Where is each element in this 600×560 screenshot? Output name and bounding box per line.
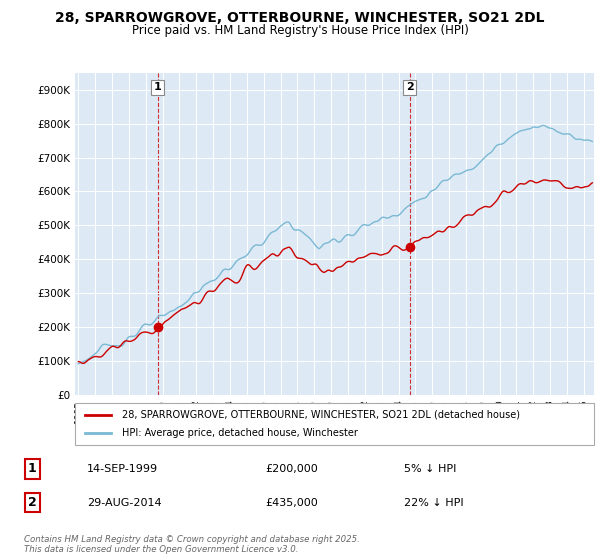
Text: HPI: Average price, detached house, Winchester: HPI: Average price, detached house, Winc… (122, 428, 358, 438)
Text: 2: 2 (406, 82, 413, 92)
Text: Price paid vs. HM Land Registry's House Price Index (HPI): Price paid vs. HM Land Registry's House … (131, 24, 469, 37)
Text: 28, SPARROWGROVE, OTTERBOURNE, WINCHESTER, SO21 2DL: 28, SPARROWGROVE, OTTERBOURNE, WINCHESTE… (55, 11, 545, 25)
Text: £200,000: £200,000 (265, 464, 318, 474)
Text: 1: 1 (28, 463, 37, 475)
Text: 28, SPARROWGROVE, OTTERBOURNE, WINCHESTER, SO21 2DL (detached house): 28, SPARROWGROVE, OTTERBOURNE, WINCHESTE… (122, 410, 520, 420)
Text: 2: 2 (28, 496, 37, 509)
Text: 5% ↓ HPI: 5% ↓ HPI (404, 464, 456, 474)
Text: 1: 1 (154, 82, 161, 92)
Text: 14-SEP-1999: 14-SEP-1999 (87, 464, 158, 474)
Text: 22% ↓ HPI: 22% ↓ HPI (404, 498, 463, 507)
Text: £435,000: £435,000 (265, 498, 318, 507)
FancyBboxPatch shape (75, 403, 594, 445)
Text: Contains HM Land Registry data © Crown copyright and database right 2025.
This d: Contains HM Land Registry data © Crown c… (24, 535, 360, 554)
Text: 29-AUG-2014: 29-AUG-2014 (87, 498, 161, 507)
